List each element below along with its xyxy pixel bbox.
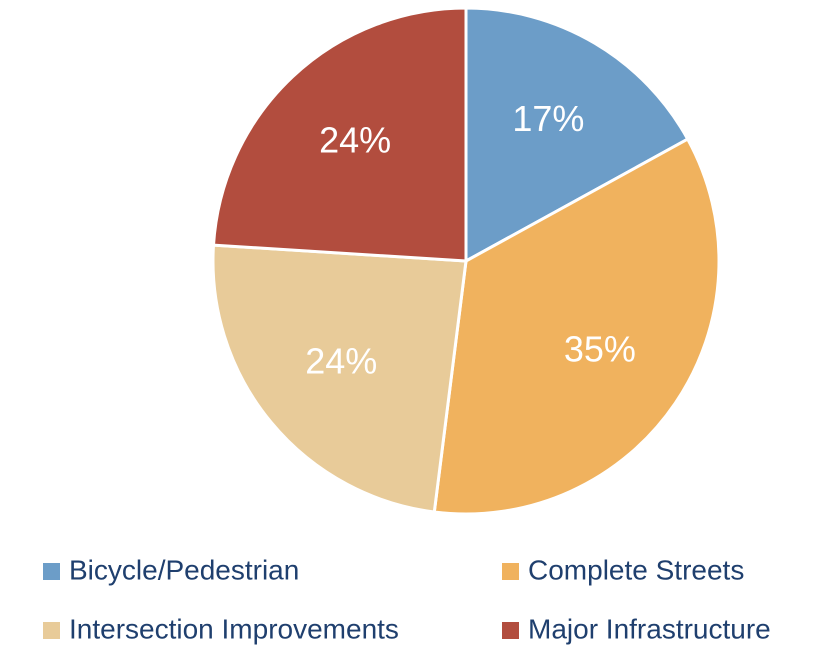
pie-slice xyxy=(464,6,690,264)
legend-label: Bicycle/Pedestrian xyxy=(69,554,299,585)
legend-swatch xyxy=(502,622,519,639)
pie-slice xyxy=(211,6,468,263)
pie-slice xyxy=(211,243,468,514)
legend-swatch xyxy=(502,563,519,580)
slice-label: 35% xyxy=(564,329,636,370)
legend-label: Major Infrastructure xyxy=(528,613,771,644)
pie-slice xyxy=(432,137,721,516)
legend-label: Complete Streets xyxy=(528,554,744,585)
legend-label: Intersection Improvements xyxy=(69,613,399,644)
legend-swatch xyxy=(43,622,60,639)
legend-swatch xyxy=(43,563,60,580)
slice-label: 24% xyxy=(305,341,377,382)
slice-label: 17% xyxy=(512,98,584,139)
slice-label: 24% xyxy=(319,119,391,160)
